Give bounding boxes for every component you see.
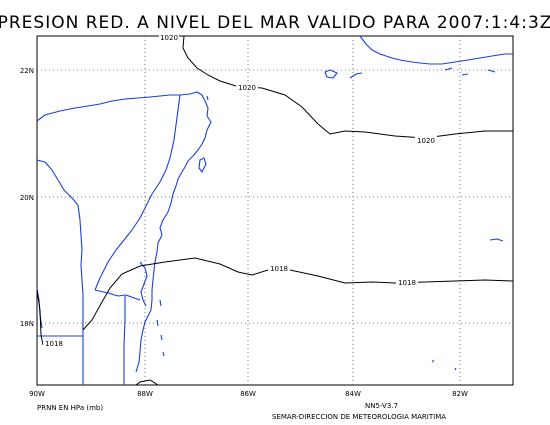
state-border-yucatan-campeche bbox=[36, 159, 79, 206]
honduras-cays bbox=[431, 359, 457, 371]
longitude-labels: 90W 88W 86W 84W 82W bbox=[29, 390, 468, 398]
lon-label-88w: 88W bbox=[137, 390, 153, 398]
lon-label-86w: 86W bbox=[240, 390, 256, 398]
isobar-1018-southwest bbox=[36, 289, 44, 346]
lat-label-18n: 18N bbox=[20, 320, 34, 328]
map-title: PRESION RED. A NIVEL DEL MAR VALIDO PARA… bbox=[0, 13, 550, 33]
lat-label-22n: 22N bbox=[20, 67, 34, 75]
isobar-label-1020-east: 1020 bbox=[417, 137, 435, 145]
cuba-keys bbox=[444, 67, 496, 76]
isobar-label-1018-west: 1018 bbox=[45, 340, 63, 348]
cuba-coast bbox=[359, 35, 513, 65]
isobar-labels: 1020 1020 1020 1018 1018 1018 bbox=[43, 33, 437, 348]
state-border-campeche-qroo bbox=[94, 289, 141, 301]
lat-label-20n: 20N bbox=[20, 194, 34, 202]
cuba-cape bbox=[349, 72, 363, 79]
isobar-label-1020-top: 1020 bbox=[160, 34, 178, 42]
isobar-southern-arc bbox=[135, 379, 159, 386]
latitude-labels: 22N 20N 18N bbox=[20, 67, 34, 328]
lon-label-84w: 84W bbox=[345, 390, 361, 398]
lon-label-82w: 82W bbox=[452, 390, 468, 398]
organization-credit: SEMAR-DIRECCION DE METEOROLOGIA MARITIMA bbox=[272, 413, 446, 421]
yucatan-east-coast bbox=[150, 100, 212, 311]
swan-islands bbox=[489, 238, 504, 242]
chetumal-bay bbox=[139, 261, 148, 307]
belize-coast bbox=[135, 309, 152, 373]
units-label: PRNN EN HPa (mb) bbox=[37, 404, 103, 412]
map-frame bbox=[36, 35, 514, 386]
belize-guatemala-border bbox=[123, 296, 126, 385]
isobar-label-1018-east: 1018 bbox=[398, 279, 416, 287]
state-border-yucatan-qroo bbox=[94, 94, 181, 291]
contoy-island bbox=[206, 95, 209, 101]
yucatan-north-coast bbox=[36, 91, 206, 122]
isobar-label-1018-mid: 1018 bbox=[270, 265, 288, 273]
belize-cays bbox=[156, 299, 165, 357]
graticule bbox=[37, 36, 513, 385]
model-version: NN5-V3.7 bbox=[365, 402, 398, 410]
lon-label-90w: 90W bbox=[29, 390, 45, 398]
isla-juventud bbox=[324, 69, 338, 79]
cozumel-island bbox=[198, 157, 207, 173]
isobar-label-1020-mid: 1020 bbox=[238, 84, 256, 92]
